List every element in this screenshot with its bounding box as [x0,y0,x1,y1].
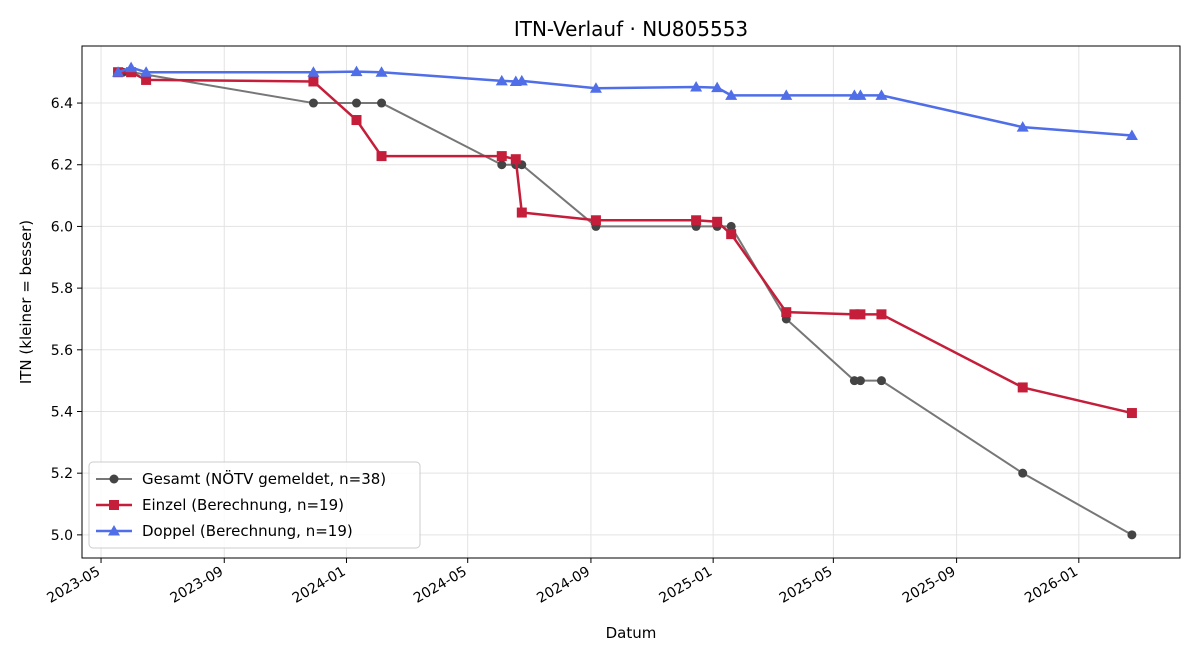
data-point [855,309,866,320]
legend-marker [109,500,119,510]
data-point [126,67,137,78]
data-point [351,115,362,126]
y-tick-label: 5.0 [51,528,73,544]
data-point [855,376,865,386]
data-point [516,207,527,218]
y-tick-label: 6.0 [51,219,73,235]
y-axis: 5.0 5.2 5.4 5.6 5.8 6.0 6.2 6.4 [51,96,82,544]
data-point [495,74,508,86]
series-layer [112,61,1138,540]
data-point [875,89,888,100]
data-point [1016,121,1029,132]
data-point [854,89,867,100]
data-point [510,154,521,165]
legend-entry: Doppel (Berechnung, n=19) [96,522,353,540]
data-point [589,82,602,93]
plot-frame [81,45,1181,559]
data-point [726,221,736,231]
data-point [712,216,723,227]
data-point [1125,129,1138,140]
legend-label: Einzel (Berechnung, n=19) [142,496,344,514]
data-point [496,151,507,162]
y-tick-label: 5.2 [51,466,73,482]
data-point [125,61,138,73]
legend-box [88,461,421,549]
data-point [308,98,318,108]
legend: Gesamt (NÖTV gemeldet, n=38) Einzel (Bere… [88,461,421,549]
y-tick-label: 5.6 [51,343,73,359]
legend-entry: Gesamt (NÖTV gemeldet, n=38) [96,469,386,488]
y-tick-label: 5.8 [51,281,73,297]
data-point [308,76,319,87]
data-point [141,74,152,85]
series-square [113,67,1137,419]
data-point [1018,468,1028,478]
y-tick-label: 5.4 [51,404,73,420]
data-point [1127,530,1137,540]
x-axis-label: Datum [606,624,657,642]
data-point [876,376,886,386]
data-point [1126,408,1137,419]
data-point [690,81,703,92]
y-tick-label: 6.2 [51,158,73,174]
data-point [515,74,528,86]
data-point [781,307,792,318]
legend-label: Doppel (Berechnung, n=19) [142,522,353,540]
data-point [140,66,153,77]
data-point [352,98,361,108]
data-point [725,89,738,100]
legend-entry: Einzel (Berechnung, n=19) [96,496,344,514]
data-point [726,229,737,240]
data-point [876,309,887,320]
legend-marker [109,474,119,484]
data-point [711,81,724,93]
data-point [376,151,387,162]
data-point [780,89,793,100]
y-axis-label: ITN (kleiner = besser) [17,220,35,384]
data-point [590,215,601,226]
data-point [375,66,388,77]
data-point [307,66,320,77]
series-triangle [112,61,1138,140]
legend-marker [108,525,120,536]
data-point [377,98,387,108]
data-point [112,66,125,77]
y-tick-label: 6.4 [51,96,73,112]
chart-title: ITN-Verlauf · NU805553 [514,17,748,41]
legend-label: Gesamt (NÖTV gemeldet, n=38) [142,469,386,488]
data-point [691,215,702,226]
data-point [497,160,507,170]
data-point [350,65,363,77]
data-point [1017,382,1028,393]
data-point [849,309,860,320]
